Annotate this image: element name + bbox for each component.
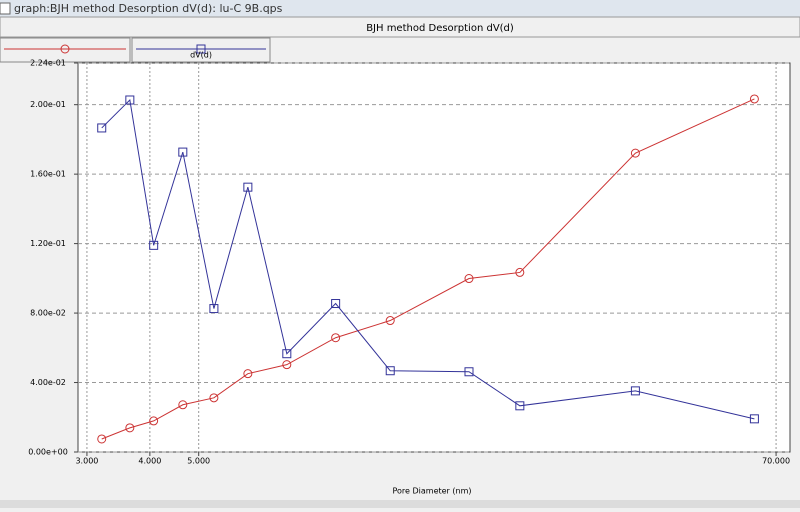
data-point (209, 393, 219, 403)
data-point (97, 123, 107, 133)
y-tick-label: 4.00e-02 (30, 378, 66, 387)
data-point (385, 316, 395, 326)
data-point (630, 386, 640, 396)
data-point (282, 349, 292, 359)
data-point (125, 423, 135, 433)
data-point (749, 94, 759, 104)
scrollbar (0, 500, 800, 508)
x-tick-label: 4.000 (138, 457, 161, 466)
y-tick-label: 2.24e-01 (30, 59, 66, 68)
y-tick-label: 2.00e-01 (30, 100, 66, 109)
data-point (331, 333, 341, 343)
data-point (282, 360, 292, 370)
legend-marker (196, 44, 206, 54)
x-tick-label: 70.000 (762, 457, 790, 466)
chart-title: BJH method Desorption dV(d) (366, 23, 514, 34)
x-axis-title: Pore Diameter (nm) (392, 487, 471, 496)
plot-area (77, 62, 791, 453)
data-point (243, 182, 253, 192)
x-tick-label: 5.000 (187, 457, 210, 466)
data-point (515, 401, 525, 411)
data-point (178, 147, 188, 157)
y-tick-label: 1.20e-01 (30, 239, 66, 248)
data-point (464, 274, 474, 284)
legend-box (0, 37, 131, 63)
window-icon (0, 2, 11, 15)
window-title: graph:BJH method Desorption dV(d): lu-C … (14, 2, 283, 15)
y-tick-label: 1.60e-01 (30, 170, 66, 179)
data-point (243, 369, 253, 379)
title-bar (0, 0, 800, 17)
series-line (101, 98, 755, 440)
data-point (464, 367, 474, 377)
legend-label: dV(d) (190, 51, 212, 60)
data-point (749, 414, 759, 424)
y-tick-label: 0.00e+00 (28, 448, 68, 457)
data-point (125, 95, 135, 105)
legend-marker (60, 44, 70, 54)
y-tick-label: 8.00e-02 (30, 309, 66, 318)
series-line (101, 98, 755, 420)
x-tick-label: 3.000 (75, 457, 98, 466)
data-point (97, 434, 107, 444)
data-point (178, 400, 188, 410)
legend-box (131, 37, 271, 63)
data-point (385, 366, 395, 376)
data-point (149, 416, 159, 426)
data-point (515, 267, 525, 277)
data-point (331, 299, 341, 309)
data-point (630, 148, 640, 158)
data-point (149, 240, 159, 250)
data-point (209, 304, 219, 314)
chart-title-bar (0, 16, 800, 38)
